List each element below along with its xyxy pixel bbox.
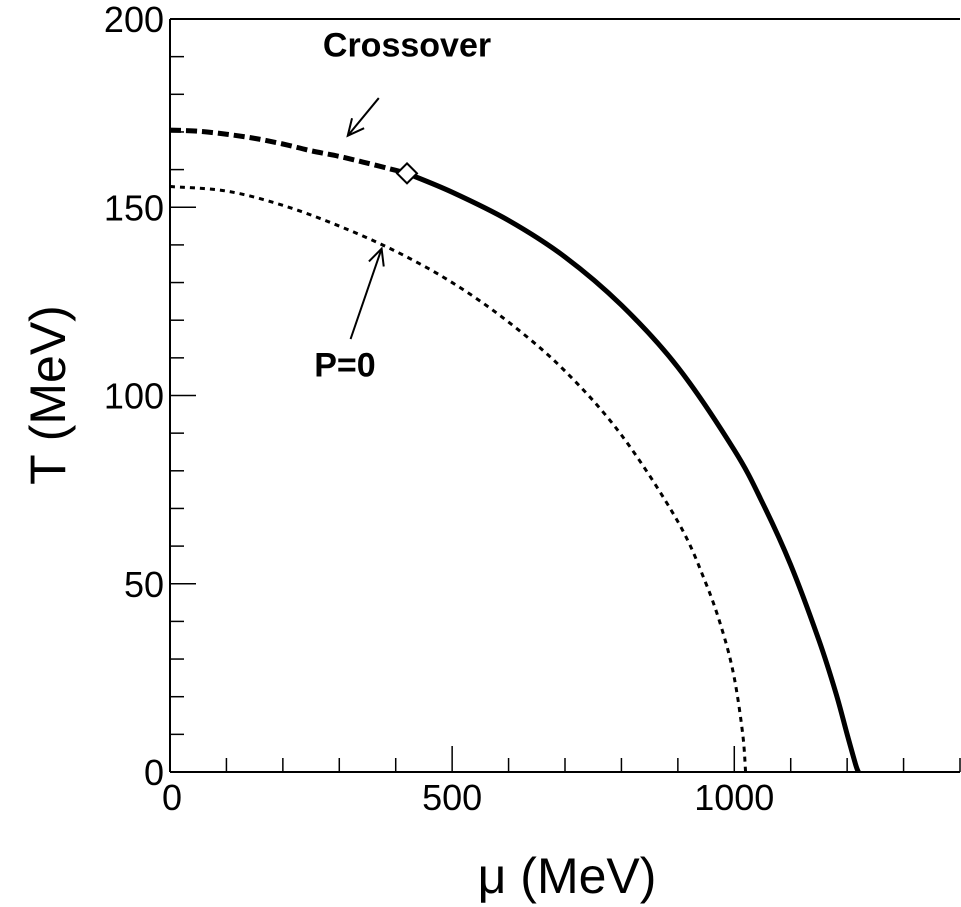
y-tick-label: 100 (104, 376, 164, 417)
x-axis-title: μ (MeV) (478, 848, 657, 904)
series-layer (169, 127, 861, 773)
y-tick-label: 200 (104, 0, 164, 40)
series-line-dashed-thick (169, 127, 408, 176)
annotation-label: P=0 (314, 347, 375, 385)
diamond-marker (395, 161, 419, 185)
series-line-dotted (169, 185, 748, 773)
y-tick-label: 0 (144, 752, 164, 793)
x-tick-label: 500 (422, 777, 482, 818)
annotation-arrow-head (368, 246, 385, 267)
y-axis-title: T (MeV) (20, 305, 76, 485)
x-tick-label: 0 (162, 777, 182, 818)
marker-layer (395, 161, 419, 185)
annotation-layer: Crossover P=0 (314, 27, 491, 385)
y-tick-label: 50 (124, 564, 164, 605)
annotation-label: Crossover (323, 27, 491, 65)
axis-ticks: 0 500 1000 0 50 100 150 200 (104, 0, 961, 818)
x-tick-label: 1000 (694, 777, 774, 818)
annotation-arrow-shaft (349, 248, 383, 340)
series-line-solid-thick (406, 171, 861, 773)
annotation-arrow-head (346, 117, 365, 138)
annotation-arrow-shaft (346, 97, 380, 137)
plot-frame (169, 18, 960, 773)
y-tick-label: 150 (104, 187, 164, 228)
